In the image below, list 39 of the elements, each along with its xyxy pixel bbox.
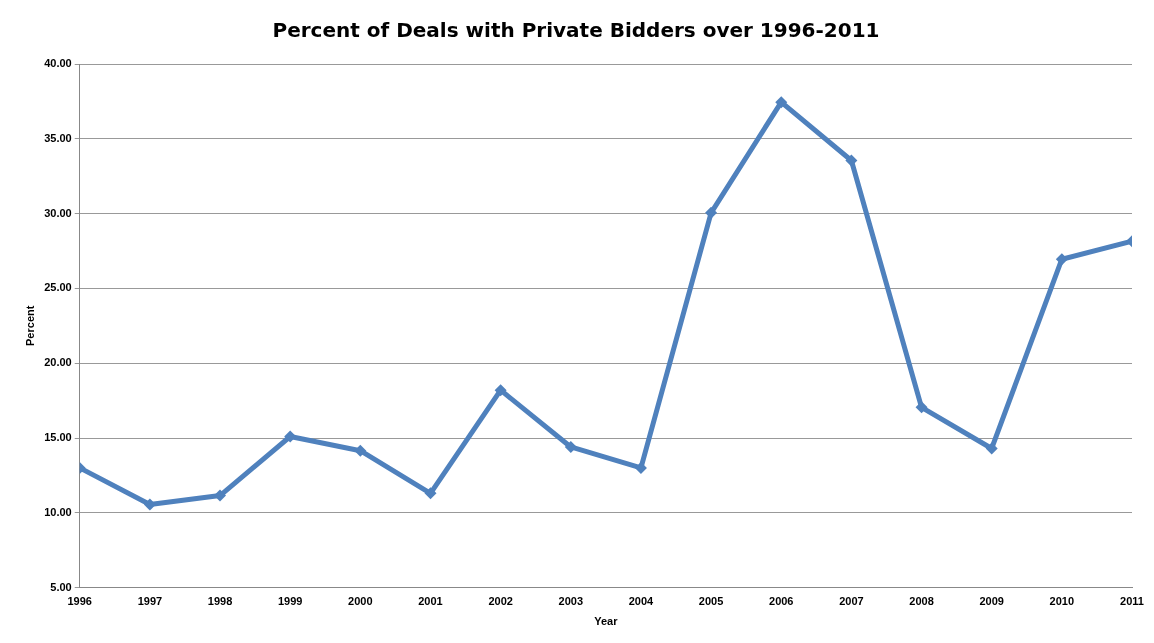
x-tick-label: 1996 — [67, 595, 92, 608]
y-tick-label: 35.00 — [44, 131, 72, 144]
y-tick-label: 15.00 — [44, 431, 72, 444]
y-tick-label: 30.00 — [44, 206, 72, 219]
x-tick-label: 2002 — [488, 595, 513, 608]
x-tick-label: 2000 — [348, 595, 373, 608]
x-tick-label: 2008 — [909, 595, 934, 608]
y-tick-label: 5.00 — [50, 580, 72, 593]
point — [424, 487, 437, 500]
x-tick-label: 1999 — [277, 595, 303, 608]
point — [214, 489, 227, 502]
x-tick-label: 2007 — [839, 595, 864, 608]
x-tick-label: 2003 — [558, 595, 584, 608]
y-tick-label: 10.00 — [44, 505, 72, 518]
x-tick-label: 1998 — [207, 595, 233, 608]
y-tick-label: 40.00 — [44, 57, 72, 70]
x-tick-label: 2004 — [628, 595, 655, 608]
x-axis-title: Year — [594, 615, 619, 628]
chart-title: Percent of Deals with Private Bidders over 1996-2011 — [272, 18, 880, 43]
point — [985, 442, 998, 455]
y-tick-label: 25.00 — [44, 281, 72, 294]
x-tick-label: 2011 — [1120, 595, 1144, 608]
y-tick-label: 20.00 — [44, 356, 72, 369]
point — [1055, 253, 1068, 266]
y-axis-title: Percent — [23, 305, 36, 346]
point — [705, 206, 718, 219]
point — [494, 384, 507, 397]
point — [564, 440, 577, 453]
point — [354, 444, 367, 457]
point — [915, 401, 928, 414]
point — [775, 96, 788, 109]
x-tick-label: 2001 — [418, 595, 443, 608]
x-tick-label: 1997 — [137, 595, 163, 608]
point — [143, 498, 156, 511]
x-tick-label: 2006 — [769, 595, 794, 608]
point — [845, 154, 858, 167]
x-tick-label: 2010 — [1049, 595, 1075, 608]
x-tick-label: 2009 — [979, 595, 1004, 608]
x-tick-label: 2005 — [698, 595, 724, 608]
